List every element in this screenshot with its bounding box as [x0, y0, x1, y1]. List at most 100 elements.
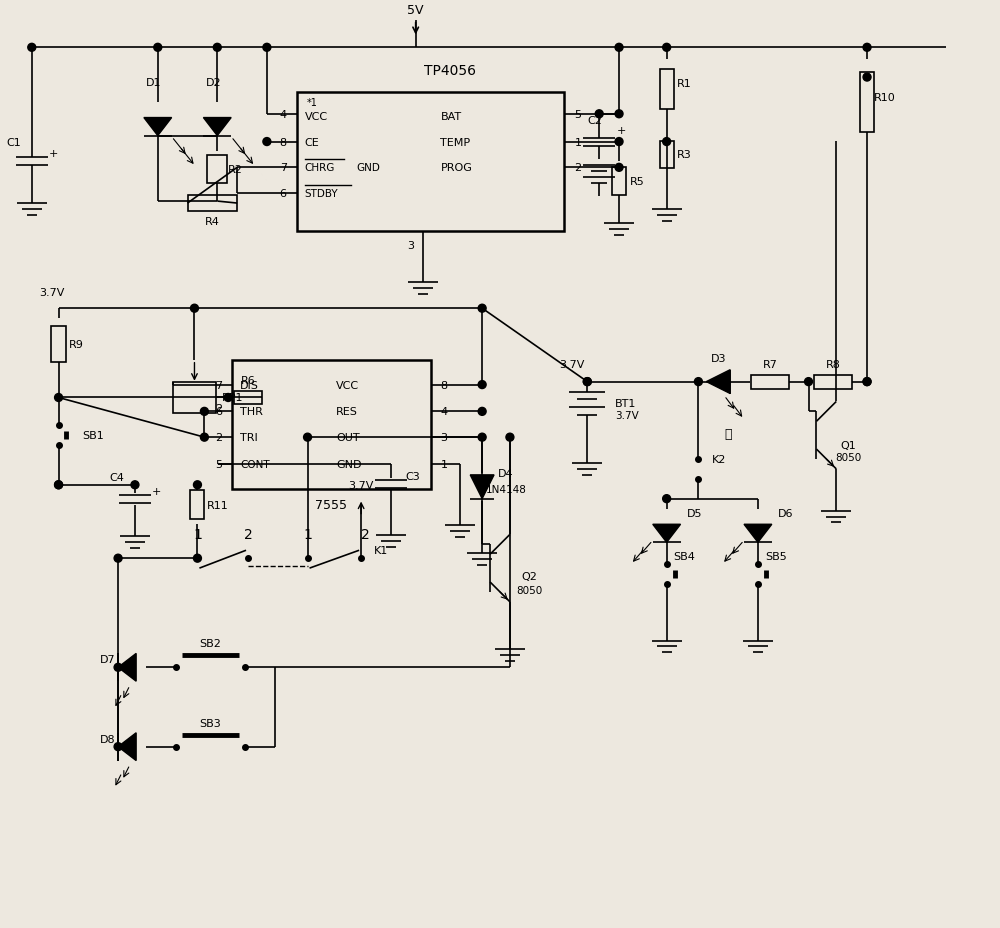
Circle shape	[615, 45, 623, 52]
Polygon shape	[470, 475, 494, 499]
Text: SB1: SB1	[82, 431, 104, 441]
Text: VCC: VCC	[305, 111, 328, 122]
Circle shape	[213, 45, 221, 52]
Text: D2: D2	[206, 78, 221, 88]
Text: 5: 5	[574, 110, 581, 120]
Polygon shape	[653, 524, 681, 543]
Text: 2: 2	[215, 432, 222, 443]
Bar	[814, 375, 852, 389]
Text: 5V: 5V	[407, 4, 424, 17]
Circle shape	[55, 482, 63, 489]
Text: R2: R2	[228, 165, 243, 175]
Text: C4: C4	[110, 472, 125, 483]
Circle shape	[263, 45, 271, 52]
Text: 6: 6	[215, 407, 222, 417]
Text: 1: 1	[303, 528, 312, 542]
Circle shape	[55, 482, 63, 489]
Circle shape	[663, 138, 671, 147]
Text: C3: C3	[405, 471, 420, 482]
Text: SB4: SB4	[674, 551, 695, 561]
Text: VCC: VCC	[336, 380, 359, 390]
Text: CE: CE	[305, 137, 319, 148]
Text: 7: 7	[215, 380, 222, 390]
Circle shape	[805, 379, 812, 386]
Circle shape	[478, 381, 486, 389]
Text: R5: R5	[630, 177, 644, 187]
Text: STDBY: STDBY	[305, 189, 338, 199]
Circle shape	[200, 408, 208, 416]
Text: 3: 3	[440, 432, 447, 443]
Text: 7555: 7555	[315, 498, 347, 511]
Bar	[234, 391, 262, 405]
Bar	[860, 73, 874, 133]
Circle shape	[304, 433, 312, 442]
Text: 8: 8	[280, 137, 287, 148]
Circle shape	[615, 138, 623, 147]
Text: D7: D7	[100, 654, 116, 664]
Text: BAT: BAT	[440, 111, 462, 122]
Text: GND: GND	[336, 459, 362, 470]
Text: 1: 1	[440, 459, 447, 470]
Text: 7: 7	[280, 163, 287, 174]
Bar	[751, 375, 789, 389]
Bar	[232, 360, 431, 489]
Text: R8: R8	[826, 359, 841, 369]
Circle shape	[114, 743, 122, 751]
Text: +: +	[152, 486, 161, 496]
Bar	[190, 490, 204, 520]
Circle shape	[506, 433, 514, 442]
Text: THR: THR	[240, 407, 263, 417]
Text: D3: D3	[710, 354, 726, 364]
Bar	[51, 327, 66, 362]
Text: C2: C2	[588, 116, 603, 125]
Text: Q2: Q2	[522, 572, 538, 582]
Bar	[660, 70, 674, 110]
Polygon shape	[203, 119, 231, 136]
Text: CONT: CONT	[240, 459, 270, 470]
Text: R10: R10	[874, 93, 896, 103]
Text: 5: 5	[215, 459, 222, 470]
Circle shape	[478, 408, 486, 416]
Circle shape	[863, 74, 871, 82]
Bar	[207, 156, 227, 184]
Text: 4: 4	[280, 110, 287, 120]
Circle shape	[154, 45, 162, 52]
Text: DIS: DIS	[240, 380, 259, 390]
Text: 1N4148: 1N4148	[486, 484, 526, 495]
Text: +: +	[49, 149, 58, 160]
Circle shape	[55, 394, 63, 402]
Text: Q1: Q1	[840, 441, 856, 451]
Text: 2: 2	[215, 404, 222, 414]
Text: 绿: 绿	[724, 427, 732, 440]
Text: 8050: 8050	[517, 586, 543, 595]
Polygon shape	[118, 733, 136, 761]
Text: 3.7V: 3.7V	[615, 411, 639, 421]
Text: 8050: 8050	[835, 453, 861, 462]
Circle shape	[200, 433, 208, 442]
Polygon shape	[744, 524, 772, 543]
Circle shape	[694, 379, 702, 386]
Text: K1: K1	[374, 546, 388, 556]
Text: GND: GND	[356, 163, 380, 174]
Circle shape	[190, 305, 198, 313]
Circle shape	[114, 555, 122, 562]
Text: SB3: SB3	[199, 718, 221, 728]
Circle shape	[478, 433, 486, 442]
Text: D8: D8	[100, 734, 116, 744]
Text: 8: 8	[440, 380, 448, 390]
Circle shape	[663, 496, 671, 503]
Text: 1: 1	[574, 137, 581, 148]
Polygon shape	[118, 653, 136, 681]
Text: *1: *1	[307, 97, 317, 108]
Circle shape	[583, 379, 591, 386]
Circle shape	[193, 482, 201, 489]
Circle shape	[863, 379, 871, 386]
Circle shape	[583, 379, 591, 386]
Circle shape	[263, 138, 271, 147]
Bar	[612, 168, 626, 196]
Text: 4: 4	[440, 407, 448, 417]
Text: R3: R3	[677, 150, 692, 161]
Circle shape	[663, 45, 671, 52]
Text: TP4056: TP4056	[424, 64, 476, 78]
Text: R1: R1	[677, 79, 692, 89]
